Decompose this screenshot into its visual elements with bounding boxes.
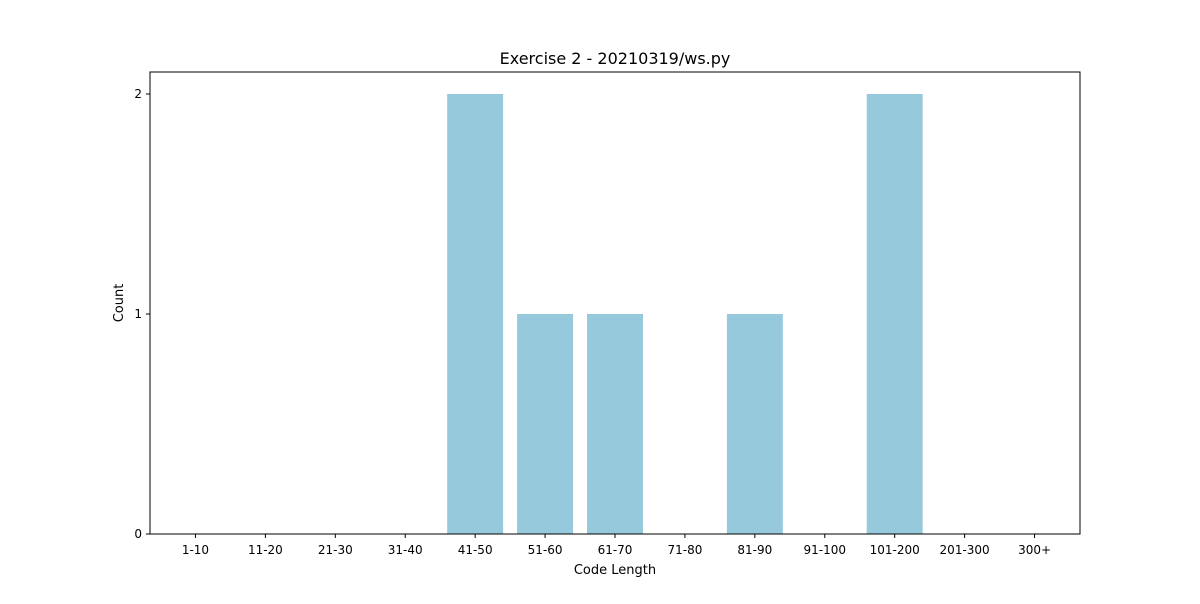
- x-tick-label: 201-300: [940, 543, 990, 557]
- bar-81-90: [726, 314, 783, 534]
- x-tick-label: 61-70: [598, 543, 633, 557]
- x-tick-label: 101-200: [870, 543, 920, 557]
- x-tick-label: 21-30: [318, 543, 353, 557]
- y-axis-ticks: 0 1 2: [134, 87, 150, 541]
- x-tick-label: 51-60: [528, 543, 563, 557]
- x-axis-label: Code Length: [574, 563, 656, 578]
- x-tick-label: 71-80: [667, 543, 702, 557]
- bar-51-60: [517, 314, 574, 534]
- x-tick-label: 31-40: [388, 543, 423, 557]
- y-tick-label: 1: [134, 307, 142, 321]
- x-tick-label: 81-90: [737, 543, 772, 557]
- y-axis-label: Count: [112, 284, 127, 323]
- x-tick-label: 91-100: [804, 543, 847, 557]
- chart-title: Exercise 2 - 20210319/ws.py: [500, 49, 731, 68]
- x-tick-label: 11-20: [248, 543, 283, 557]
- bar-41-50: [447, 94, 504, 534]
- bars-layer: [447, 94, 923, 534]
- x-tick-label: 300+: [1018, 543, 1051, 557]
- bar-101-200: [866, 94, 923, 534]
- x-tick-label: 1-10: [182, 543, 209, 557]
- x-axis-ticks: 1-10 11-20 21-30 31-40 41-50 51-60 61-70 71-80 8…: [182, 534, 1051, 557]
- bar-61-70: [587, 314, 643, 534]
- x-tick-label: 41-50: [458, 543, 493, 557]
- y-tick-label: 2: [134, 87, 142, 101]
- y-tick-label: 0: [134, 527, 142, 541]
